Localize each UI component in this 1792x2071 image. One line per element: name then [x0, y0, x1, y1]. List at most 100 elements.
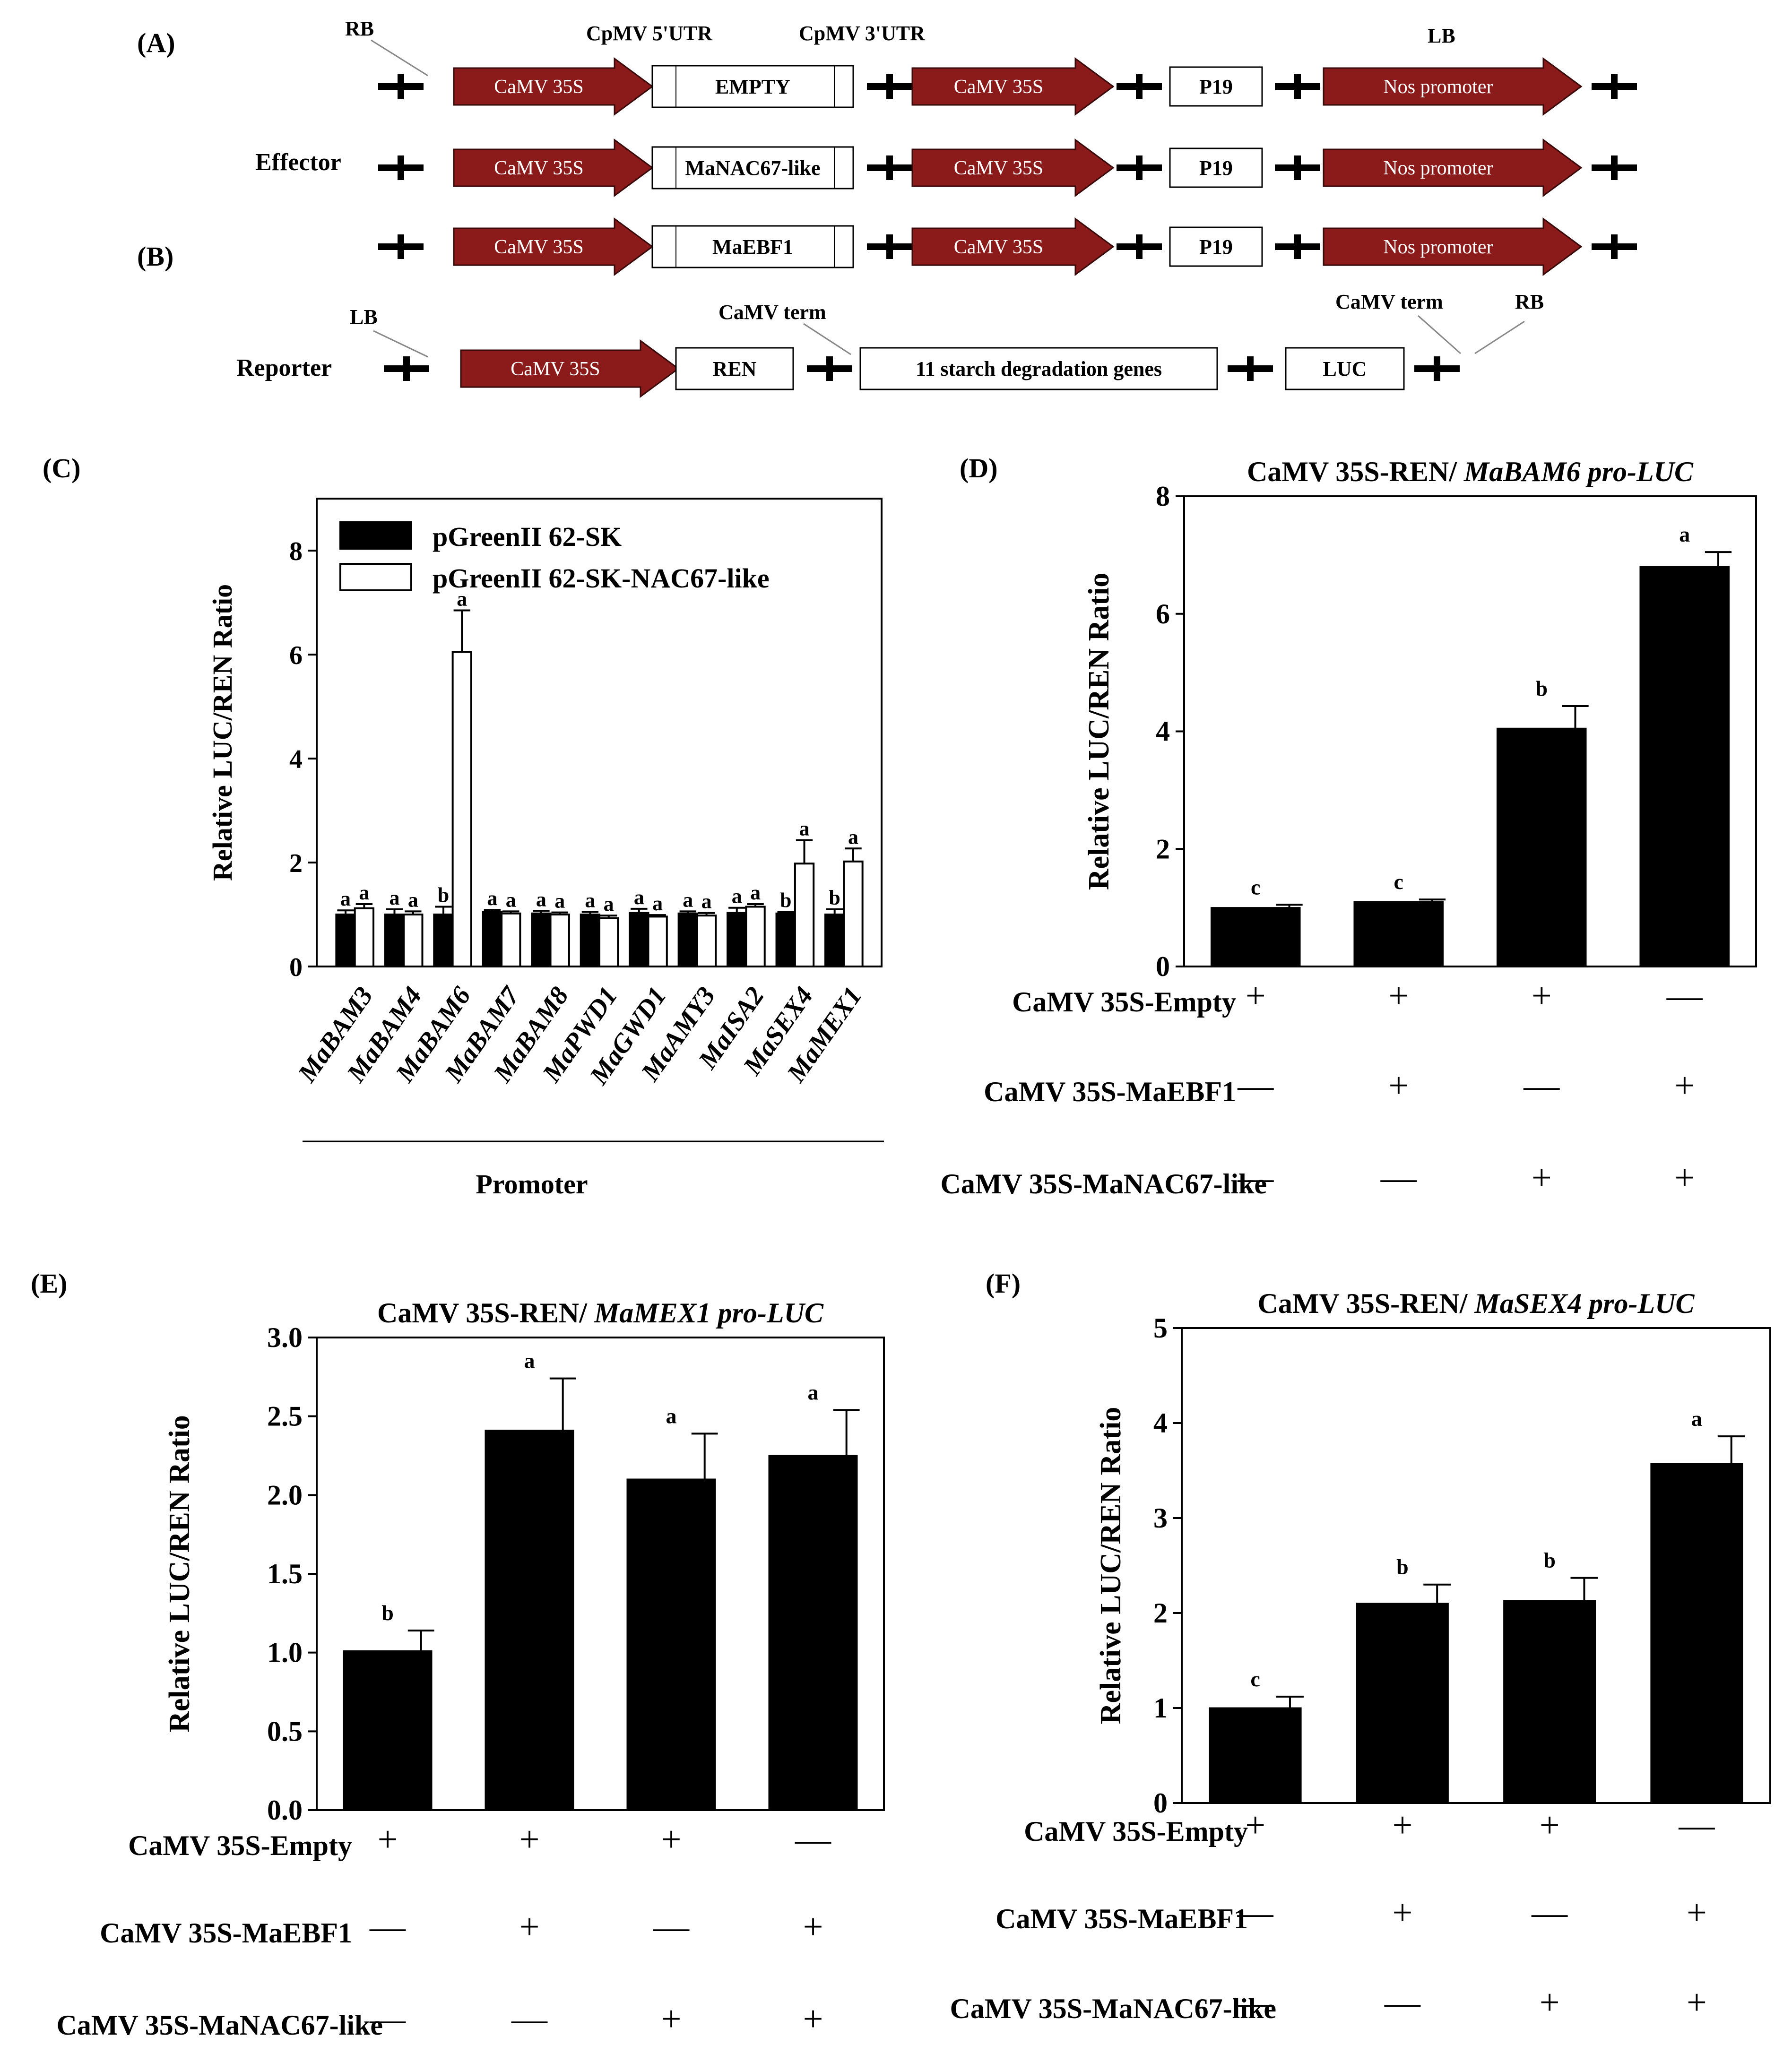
starch-genes-box: [859, 347, 1218, 390]
significance-letter: b: [381, 1601, 394, 1625]
lb-pointer-reporter: [373, 330, 428, 358]
rb-label-top: RB: [345, 17, 374, 40]
treatment-sign: +: [1388, 1066, 1409, 1105]
significance-letter: a: [457, 587, 467, 611]
bar-group-2: [1356, 1603, 1449, 1804]
panel-label-f: (F): [986, 1268, 1021, 1299]
y-tick-label: 2: [289, 849, 303, 878]
bar-MaGWD1-nac67: [647, 915, 668, 968]
legend-label: pGreenII 62-SK-NAC67-like: [433, 563, 770, 594]
reporter-label: Reporter: [236, 354, 332, 381]
legend-swatch: [339, 521, 412, 550]
nos-promoter-arrow-0-label: Nos promoter: [1383, 76, 1493, 98]
y-tick-label: 4: [1153, 1407, 1168, 1439]
significance-letter: a: [1691, 1407, 1702, 1431]
camv35s-arrow-2-a: [453, 217, 654, 276]
reporter-camv35s-arrow: [460, 339, 680, 398]
y-tick-label: 4: [1156, 716, 1170, 747]
treatment-sign: +: [519, 1907, 540, 1947]
p19-box-2-label: P19: [1199, 235, 1233, 259]
chart-title: CaMV 35S-REN/ MaMEX1 pro-LUC: [377, 1297, 824, 1329]
chart-title-italic: MaSEX4 pro-LUC: [1474, 1288, 1695, 1319]
insert-box-2-label: MaEBF1: [712, 235, 793, 259]
treatment-sign: +: [803, 1907, 823, 1947]
reporter-camv35s-arrow-label: CaMV 35S: [511, 358, 600, 380]
chart-title-italic: MaBAM6 pro-LUC: [1463, 456, 1694, 487]
treatment-sign: —: [369, 1907, 406, 1947]
chart-title: CaMV 35S-REN/ MaSEX4 pro-LUC: [1258, 1288, 1695, 1319]
bar-MaGWD1-control: [629, 912, 649, 967]
treatment-sign: +: [1674, 1066, 1695, 1105]
panel-label-a: (A): [137, 27, 175, 58]
legend-label: pGreenII 62-SK: [433, 521, 622, 552]
bar-MaBAM3-nac67: [354, 907, 375, 968]
chart-title-italic: MaMEX1 pro-LUC: [594, 1297, 824, 1329]
camv35s-arrow-2-b: [911, 217, 1115, 276]
treatment-sign: +: [803, 1999, 823, 2039]
significance-letter: a: [585, 889, 595, 912]
treatment-sign: +: [1532, 976, 1552, 1016]
camv-term-label-left: CaMV term: [719, 301, 826, 324]
bar-MaBAM8-control: [531, 912, 552, 968]
camv35s-arrow-0-a-label: CaMV 35S: [494, 76, 583, 98]
camv35s-arrow-1-a-label: CaMV 35S: [494, 157, 583, 179]
effector-label: Effector: [255, 149, 341, 176]
significance-letter: a: [808, 1380, 819, 1404]
treatment-label: CaMV 35S-MaEBF1: [100, 1917, 352, 1949]
nos-promoter-arrow-2: [1323, 217, 1583, 276]
chart-f: 0 1 2 3 4 5 Relative LUC/REN Ratio CaMV 35S-REN…: [950, 1288, 1771, 2024]
lb-label-reporter: LB: [350, 305, 378, 328]
y-tick-label: 3: [1153, 1502, 1168, 1534]
luc-box: [1285, 347, 1405, 390]
bar-MaISA2-nac67: [745, 906, 766, 967]
treatment-sign: +: [1532, 1158, 1552, 1198]
bar-group-3: [1496, 727, 1587, 967]
treatment-sign: —: [1678, 1805, 1715, 1845]
treatment-sign: +: [1540, 1805, 1560, 1845]
bar-MaPWD1-control: [580, 914, 601, 967]
significance-letter: a: [666, 1404, 677, 1428]
treatment-sign: —: [1380, 1158, 1417, 1198]
utr3-label: CpMV 3'UTR: [799, 22, 926, 45]
bar-group-1: [1210, 907, 1301, 967]
y-tick-label: 8: [289, 537, 303, 566]
y-tick-label: 1.5: [267, 1558, 303, 1589]
camv35s-arrow-0-b: [911, 57, 1115, 116]
bar-MaISA2-control: [727, 912, 747, 967]
y-axis-label: Relative LUC/REN Ratio: [1095, 1407, 1127, 1725]
significance-letter: a: [408, 888, 418, 911]
bar-MaBAM7-control: [482, 911, 503, 967]
p19-box-0-label: P19: [1199, 75, 1233, 98]
bar-group-2: [1353, 901, 1444, 967]
bar-group-4: [1639, 566, 1730, 967]
treatment-sign: +: [1687, 1983, 1707, 2022]
treatment-sign: +: [1674, 1158, 1695, 1198]
treatment-sign: —: [1237, 1893, 1274, 1933]
treatment-sign: —: [653, 1907, 690, 1947]
treatment-sign: +: [1540, 1983, 1560, 2022]
rb-pointer-reporter: [1474, 320, 1525, 354]
bar-group-3: [1503, 1600, 1596, 1804]
treatment-sign: —: [511, 1999, 548, 2039]
chart-title-plain: CaMV 35S-REN/: [377, 1297, 594, 1329]
significance-letter: b: [780, 889, 791, 912]
y-tick-label: 1: [1153, 1692, 1168, 1724]
camv35s-arrow-0-a: [453, 57, 654, 116]
treatment-label: CaMV 35S-Empty: [128, 1830, 352, 1861]
treatment-sign: +: [519, 1820, 540, 1859]
bar-MaBAM8-nac67: [549, 914, 570, 967]
significance-letter: a: [634, 886, 644, 909]
chart-title-plain: CaMV 35S-REN/: [1258, 1288, 1475, 1319]
nos-promoter-arrow-1-label: Nos promoter: [1383, 157, 1493, 179]
ren-box: [675, 347, 794, 390]
significance-letter: a: [604, 892, 614, 915]
bar-MaBAM6-nac67: [451, 651, 472, 967]
y-tick-label: 0.0: [267, 1795, 303, 1826]
significance-letter: a: [701, 890, 712, 913]
bar-MaBAM3-control: [335, 914, 356, 967]
treatment-label: CaMV 35S-MaNAC67-like: [950, 1993, 1277, 2024]
significance-letter: a: [683, 888, 693, 911]
bar-MaBAM7-nac67: [501, 912, 521, 968]
bar-group-1: [1209, 1707, 1302, 1804]
